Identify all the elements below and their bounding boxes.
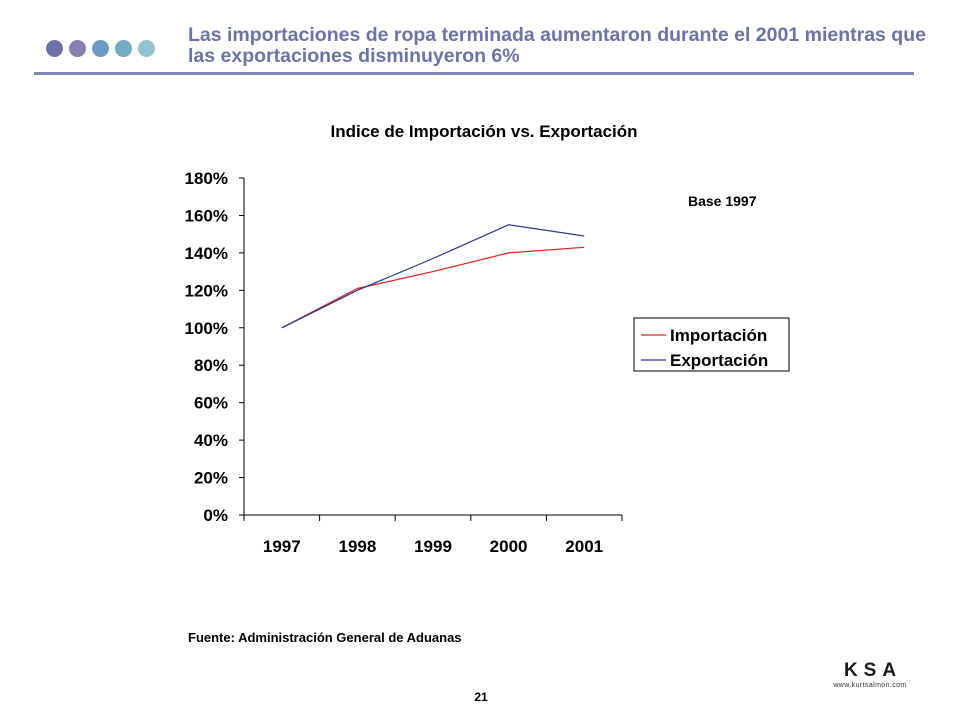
y-tick-label: 20% bbox=[194, 469, 228, 488]
series-line-exportación bbox=[281, 224, 585, 329]
y-tick-label: 180% bbox=[185, 169, 228, 188]
header-divider bbox=[34, 72, 914, 75]
legend-box bbox=[633, 317, 790, 372]
x-tick-label: 1999 bbox=[414, 537, 452, 556]
page-title: Las importaciones de ropa terminada aume… bbox=[188, 24, 926, 67]
page-number: 21 bbox=[474, 690, 488, 704]
y-tick-label: 0% bbox=[203, 506, 228, 525]
x-tick-label: 2000 bbox=[490, 537, 528, 556]
ksa-logo: KSA www.kurtsalmon.com bbox=[828, 661, 912, 690]
legend-label: Exportación bbox=[670, 351, 768, 370]
y-tick-label: 120% bbox=[185, 281, 228, 300]
source-note: Fuente: Administración General de Aduana… bbox=[188, 630, 462, 645]
logo-mark: KSA bbox=[843, 660, 903, 681]
legend-label: Importación bbox=[670, 326, 767, 345]
header-dot bbox=[115, 40, 132, 57]
base-annotation: Base 1997 bbox=[688, 193, 757, 209]
x-tick-label: 1998 bbox=[338, 537, 376, 556]
y-tick-label: 60% bbox=[194, 394, 228, 413]
header-dot bbox=[138, 40, 155, 57]
chart-title: Indice de Importación vs. Exportación bbox=[330, 122, 637, 141]
x-tick-label: 2001 bbox=[565, 537, 603, 556]
y-tick-label: 80% bbox=[194, 356, 228, 375]
x-tick-label: 1997 bbox=[263, 537, 301, 556]
logo-url: www.kurtsalmon.com bbox=[833, 682, 907, 689]
header-dot bbox=[69, 40, 86, 57]
y-tick-label: 100% bbox=[185, 319, 228, 338]
y-tick-label: 160% bbox=[185, 206, 228, 225]
y-tick-label: 40% bbox=[194, 431, 228, 450]
series-line-importación bbox=[281, 246, 585, 329]
y-tick-label: 140% bbox=[185, 244, 228, 263]
header-dot bbox=[46, 40, 63, 57]
header-dot bbox=[92, 40, 109, 57]
